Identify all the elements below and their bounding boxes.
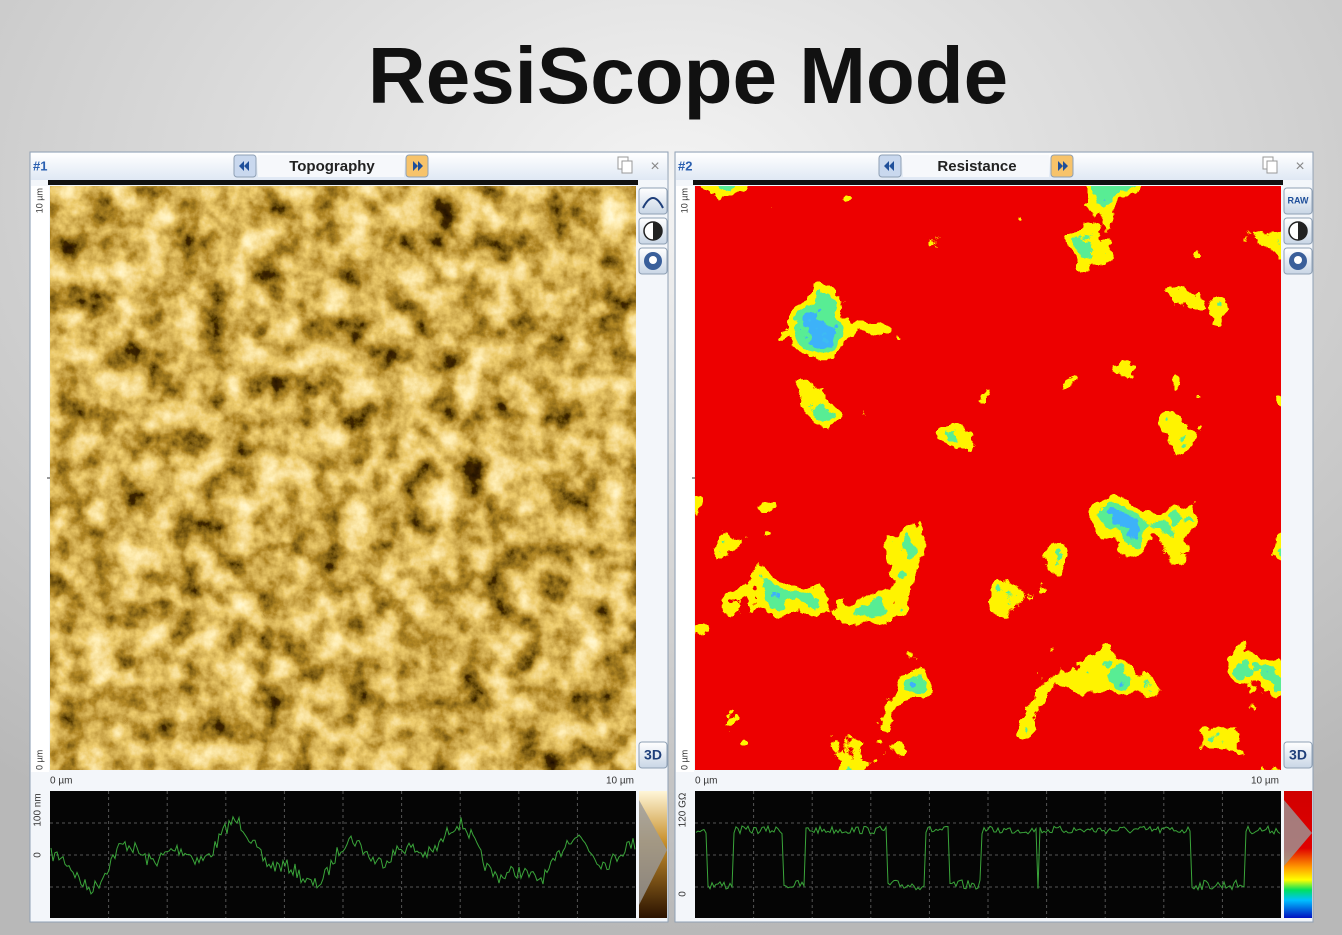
- copy-button[interactable]: [617, 156, 633, 174]
- header-separator: [48, 180, 638, 185]
- copy-icon: [621, 160, 633, 174]
- channel-name-box: [258, 155, 404, 177]
- y-axis-label: 0 µm: [34, 750, 44, 770]
- profile-y-label: 0: [33, 852, 44, 858]
- next-button[interactable]: [1050, 154, 1074, 178]
- profile-y-label: 120 GΩ: [678, 792, 689, 827]
- tool-button[interactable]: RAW: [1283, 187, 1313, 215]
- button-face: [638, 741, 668, 769]
- tool-button[interactable]: [638, 247, 668, 275]
- curve-icon: [642, 197, 664, 209]
- profile-trace: [695, 824, 1281, 892]
- ruler: [31, 186, 49, 772]
- y-axis-label: 10 µm: [34, 188, 44, 213]
- view-3d-button[interactable]: 3D: [1283, 741, 1313, 769]
- copy-icon: [1266, 160, 1278, 174]
- window-id: #2: [678, 158, 692, 173]
- copy-button[interactable]: [1262, 156, 1278, 174]
- button-face: [1283, 741, 1313, 769]
- slide-title: ResiScope Mode: [368, 31, 1008, 120]
- x-axis-label: 10 µm: [606, 776, 634, 787]
- tool-button[interactable]: [638, 187, 668, 215]
- header-separator: [693, 180, 1283, 185]
- button-face: [1283, 187, 1313, 215]
- x-axis-label: 0 µm: [50, 776, 72, 787]
- window-id: #1: [33, 158, 47, 173]
- view-3d-button[interactable]: 3D: [638, 741, 668, 769]
- ruler: [676, 186, 694, 772]
- close-button[interactable]: ×: [1295, 158, 1304, 175]
- scan-image: [695, 186, 1281, 770]
- color-bar-marker: [1284, 800, 1312, 866]
- tool-button[interactable]: [638, 217, 668, 245]
- palette-icon: [649, 256, 657, 264]
- contrast-icon: [1298, 222, 1307, 240]
- x-axis-label: 10 µm: [1251, 776, 1279, 787]
- y-axis-label: 0 µm: [679, 750, 689, 770]
- raw-label: RAW: [1288, 195, 1310, 205]
- image-window: #1 Topography × 10 µm 0 µm 3D 0 µm 10 µm 100 nm 0: [29, 151, 669, 923]
- channel-name: Topography: [289, 158, 375, 175]
- contrast-icon: [653, 222, 662, 240]
- tool-button[interactable]: [1283, 217, 1313, 245]
- next-button[interactable]: [405, 154, 429, 178]
- channel-name-box: [903, 155, 1049, 177]
- arrow-icon: [884, 161, 894, 171]
- profile-trace: [50, 815, 636, 895]
- button-3d-label: 3D: [1289, 747, 1307, 763]
- palette-icon: [1294, 256, 1302, 264]
- profile-y-label: 100 nm: [33, 793, 44, 826]
- x-axis-label: 0 µm: [695, 776, 717, 787]
- y-axis-label: 10 µm: [679, 188, 689, 213]
- button-3d-label: 3D: [644, 747, 662, 763]
- previous-button[interactable]: [878, 154, 902, 178]
- previous-button[interactable]: [233, 154, 257, 178]
- scan-image: [50, 186, 636, 770]
- arrow-icon: [239, 161, 249, 171]
- profile-y-label: 0: [678, 891, 689, 897]
- button-face: [638, 187, 668, 215]
- color-bar-marker: [639, 800, 667, 905]
- arrow-icon: [413, 161, 423, 171]
- close-button[interactable]: ×: [650, 158, 659, 175]
- channel-name: Resistance: [937, 158, 1016, 175]
- image-window: #2 Resistance × 10 µm 0 µm RAW 3D 0 µm 10 µm 120 …: [674, 151, 1314, 923]
- arrow-icon: [1058, 161, 1068, 171]
- tool-button[interactable]: [1283, 247, 1313, 275]
